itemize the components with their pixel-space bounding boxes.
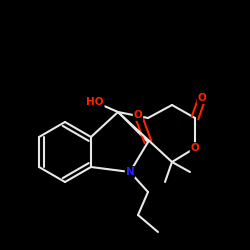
Text: HO: HO: [86, 97, 104, 107]
Text: N: N: [126, 167, 134, 177]
Text: O: O: [198, 93, 206, 103]
Text: O: O: [191, 143, 200, 153]
Text: O: O: [134, 110, 142, 120]
